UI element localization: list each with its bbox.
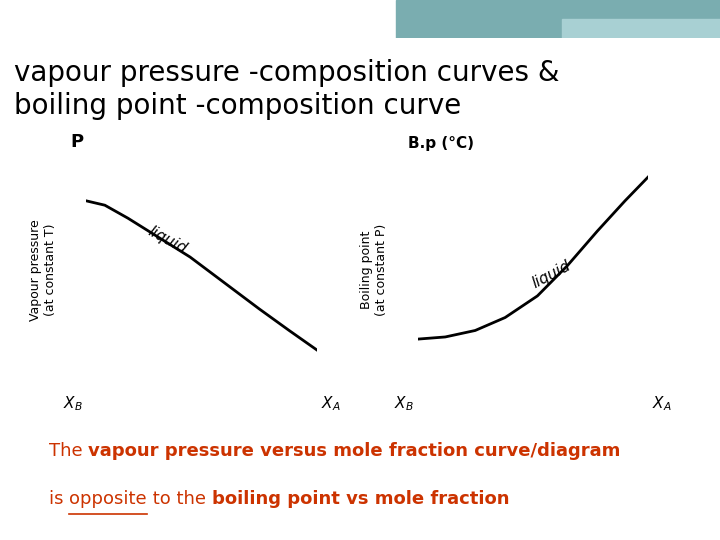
Bar — [562, 19, 720, 38]
Text: boiling point vs mole fraction: boiling point vs mole fraction — [212, 490, 509, 509]
Text: The: The — [49, 442, 89, 460]
Text: P: P — [71, 133, 84, 151]
Text: $X_B$: $X_B$ — [394, 394, 414, 413]
Text: is: is — [49, 490, 69, 509]
Text: vapour pressure -composition curves &
boiling point -composition curve: vapour pressure -composition curves & bo… — [14, 59, 560, 120]
Text: $X_B$: $X_B$ — [63, 394, 83, 413]
Text: $X_A$: $X_A$ — [321, 394, 341, 413]
Text: vapour pressure versus mole fraction curve/diagram: vapour pressure versus mole fraction cur… — [89, 442, 621, 460]
Bar — [396, 0, 720, 38]
Text: B.p (°C): B.p (°C) — [408, 136, 474, 151]
Text: $X_A$: $X_A$ — [652, 394, 672, 413]
Text: liquid: liquid — [145, 224, 189, 256]
Text: opposite: opposite — [69, 490, 147, 509]
Text: to the: to the — [147, 490, 212, 509]
Text: liquid: liquid — [529, 258, 573, 291]
Text: Vapour pressure
(at constant T): Vapour pressure (at constant T) — [30, 219, 57, 321]
Text: Boiling point
(at constant P): Boiling point (at constant P) — [361, 224, 388, 316]
